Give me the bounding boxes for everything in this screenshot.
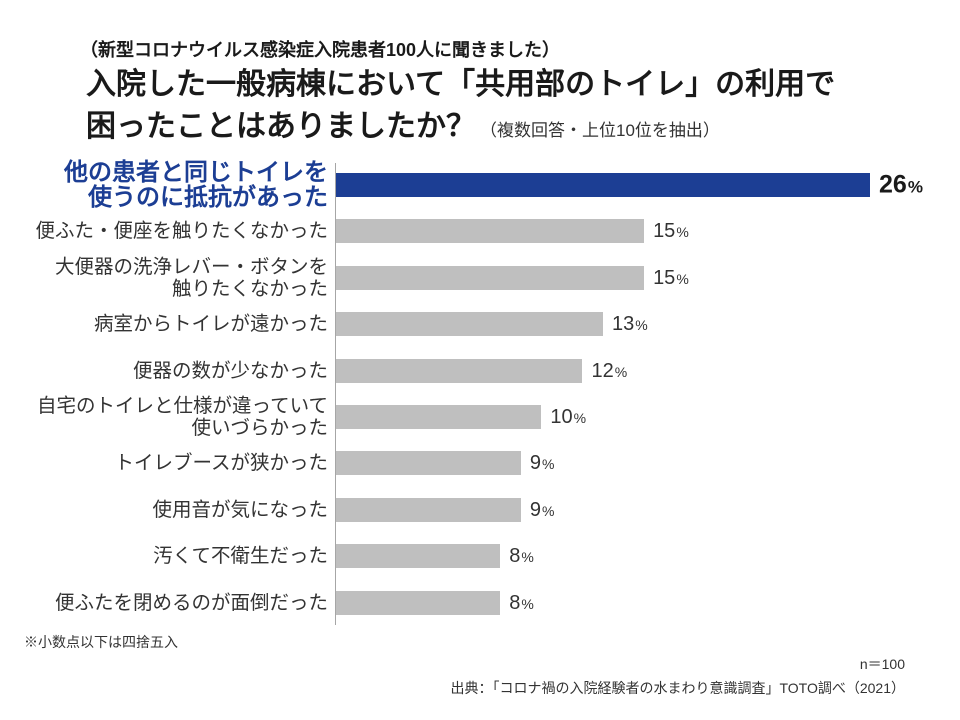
- bar-row: 大便器の洗浄レバー・ボタンを 触りたくなかった 15%: [0, 256, 960, 300]
- value-unit: %: [635, 317, 648, 334]
- value-number: 8: [509, 545, 521, 568]
- bar: [336, 312, 603, 337]
- value-label: 10%: [550, 407, 586, 427]
- bar: [336, 544, 501, 569]
- value-unit: %: [541, 456, 555, 473]
- bar-row: 汚くて不衛生だった 8%: [0, 544, 960, 569]
- category-label: 自宅のトイレと仕様が違っていて 使いづらかった: [37, 395, 328, 439]
- category-label: 汚くて不衛生だった: [153, 545, 328, 568]
- value-number: 8: [509, 591, 521, 614]
- category-label: 大便器の洗浄レバー・ボタンを 触りたくなかった: [54, 255, 328, 300]
- bar-row: 便ふたを閉めるのが面倒だった 8%: [0, 590, 960, 615]
- value-label: 8%: [509, 546, 534, 566]
- value-label: 15%: [653, 221, 689, 241]
- value-label: 13%: [612, 314, 648, 334]
- bar: [336, 265, 645, 290]
- source-credit: 出典：「コロナ禍の入院経験者の水まわり意識調査」TOTO調べ（2021）: [450, 680, 905, 696]
- value-number: 26: [879, 170, 907, 199]
- bar-row: 病室からトイレが遠かった 13%: [0, 312, 960, 337]
- chart-title-line-2: 困ったことはありましたか？: [86, 110, 476, 143]
- rounding-note: ※小数点以下は四捨五入: [24, 634, 178, 650]
- value-number: 9: [529, 498, 541, 521]
- bar-row: 使用音が気になった 9%: [0, 497, 960, 522]
- value-unit: %: [676, 270, 689, 287]
- chart-title-line-2-row: 困ったことはありましたか？ （複数回答・上位10位を抽出）: [86, 108, 720, 146]
- value-unit: %: [521, 549, 534, 566]
- bar-row: 便ふた・便座を触りたくなかった 15%: [0, 219, 960, 244]
- bar: [336, 590, 501, 615]
- category-label: 便ふた・便座を触りたくなかった: [35, 220, 328, 243]
- value-number: 13: [612, 313, 635, 336]
- value-number: 15: [653, 220, 676, 243]
- bar: [336, 358, 583, 383]
- answer-note: （複数回答・上位10位を抽出）: [480, 121, 720, 140]
- value-unit: %: [541, 502, 555, 519]
- bar-row: トイレブースが狭かった 9%: [0, 451, 960, 476]
- value-number: 10: [550, 406, 573, 428]
- value-label: 26%: [879, 170, 923, 199]
- value-unit: %: [573, 410, 587, 426]
- value-label: 12%: [591, 361, 627, 381]
- value-number: 9: [529, 452, 541, 475]
- bar: [336, 451, 521, 476]
- value-number: 12: [591, 359, 614, 382]
- category-label: 便器の数が少なかった: [132, 359, 328, 382]
- category-label: 他の患者と同じトイレを 使うのに抵抗があった: [64, 159, 328, 211]
- category-label: 便ふたを閉めるのが面倒だった: [54, 591, 328, 614]
- bar-row: 便器の数が少なかった 12%: [0, 358, 960, 383]
- value-label: 15%: [653, 268, 689, 288]
- value-label: 9%: [530, 453, 555, 473]
- category-label: 使用音が気になった: [152, 498, 328, 521]
- bar: [336, 219, 645, 244]
- bar-row: 他の患者と同じトイレを 使うのに抵抗があった 26%: [0, 160, 960, 210]
- chart-title-line-1: 入院した一般病棟において「共用部のトイレ」の利用で: [86, 68, 836, 101]
- category-label: 病室からトイレが遠かった: [93, 313, 328, 336]
- value-unit: %: [676, 224, 689, 241]
- value-label: 8%: [509, 593, 534, 613]
- value-unit: %: [521, 595, 534, 612]
- survey-subtitle: （新型コロナウイルス感染症入院患者100人に聞きました）: [80, 40, 561, 60]
- value-unit: %: [907, 177, 923, 197]
- value-unit: %: [614, 363, 628, 380]
- value-number: 15: [653, 266, 676, 289]
- sample-size: n＝100: [859, 656, 905, 672]
- bar: [336, 405, 542, 429]
- value-label: 9%: [530, 500, 555, 520]
- bar: [336, 497, 521, 522]
- category-axis-line: [335, 163, 336, 625]
- bar-row: 自宅のトイレと仕様が違っていて 使いづらかった 10%: [0, 395, 960, 439]
- category-label: トイレブースが狭かった: [114, 452, 328, 475]
- bar: [336, 173, 870, 197]
